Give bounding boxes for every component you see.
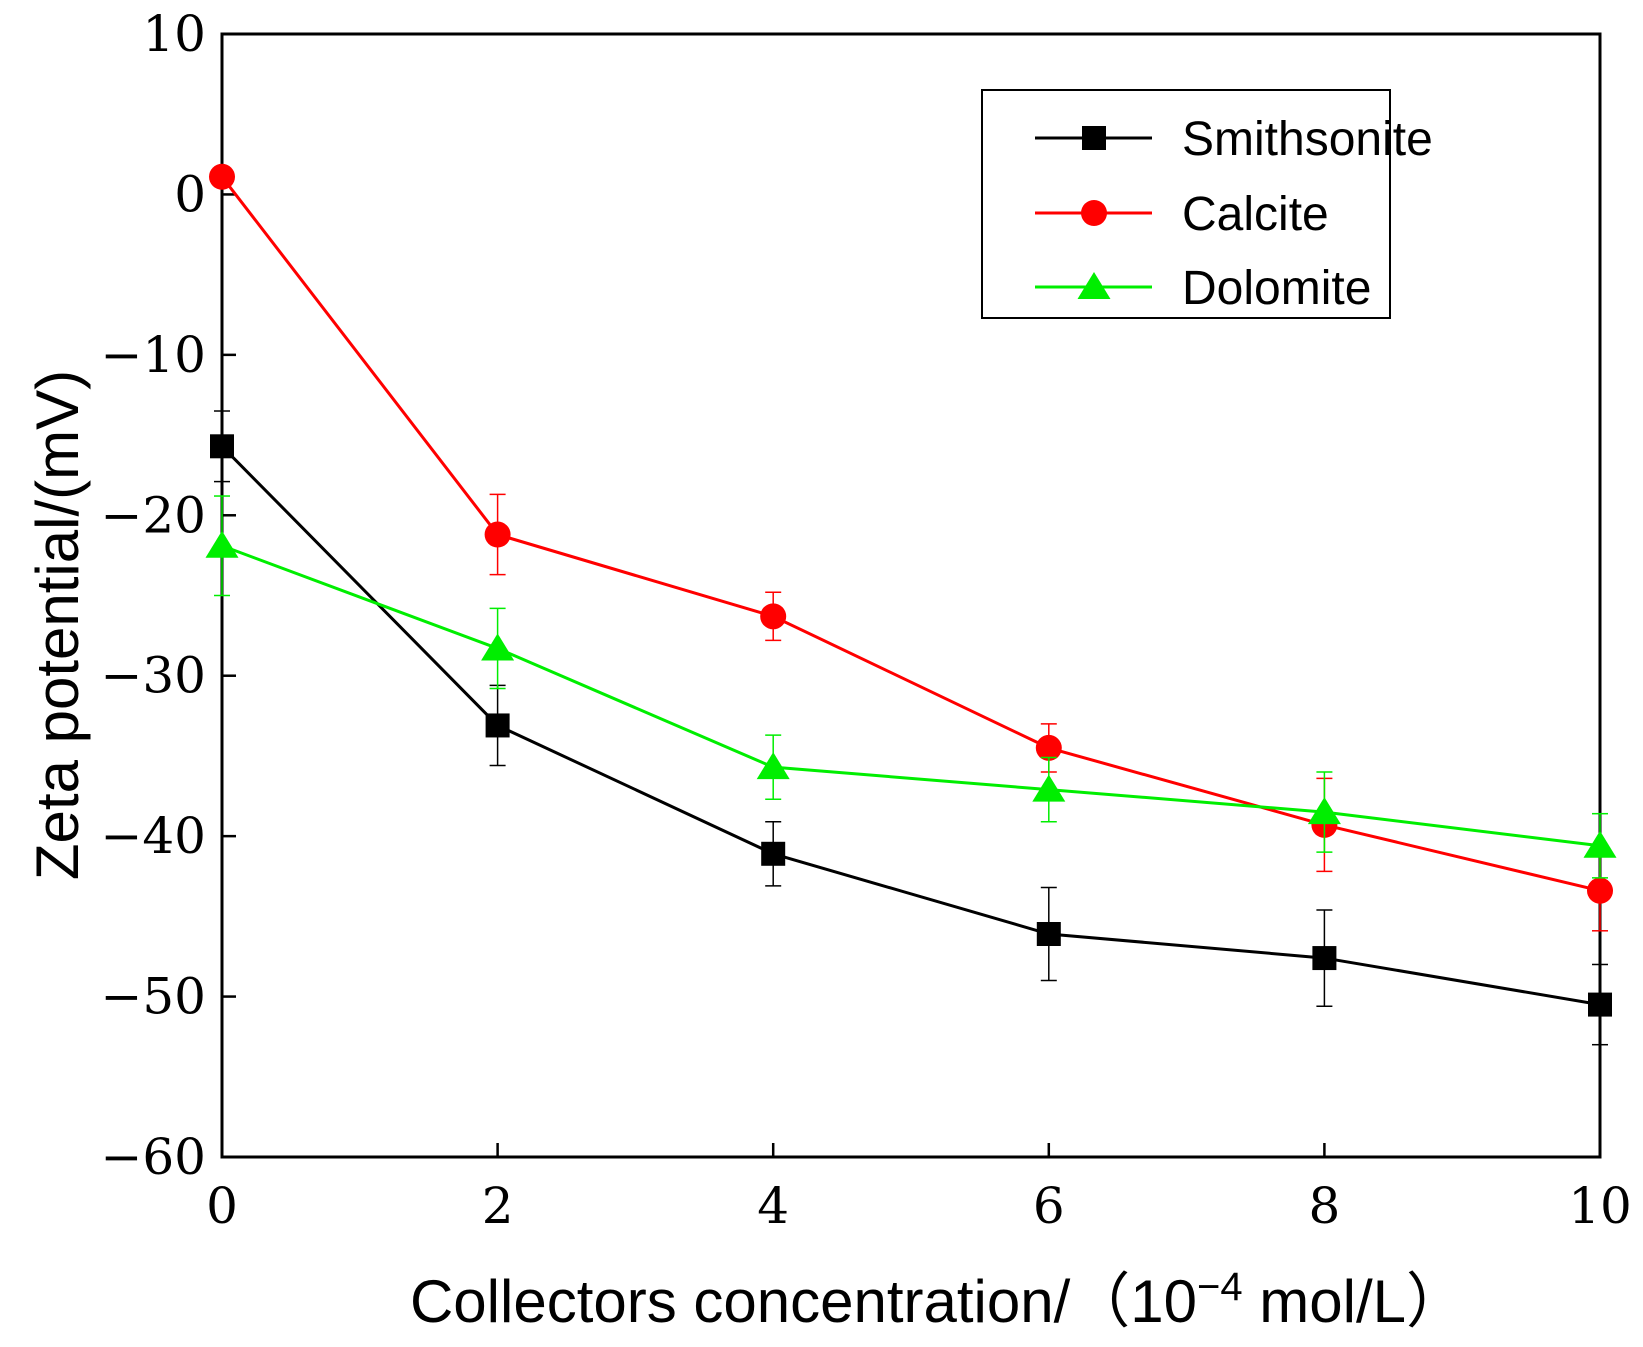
data-point-calcite (484, 521, 511, 548)
legend-marker-dolomite (1077, 272, 1111, 299)
legend-label-smithsonite: Smithsonite (1182, 113, 1433, 166)
legend-marker-smithsonite (1082, 126, 1106, 150)
y-tick-label: 10 (142, 5, 206, 63)
x-tick-label: 2 (482, 1177, 514, 1235)
legend: Smithsonite Calcite Dolomite (981, 89, 1433, 319)
data-point-calcite (1035, 734, 1062, 761)
legend-label-calcite: Calcite (1182, 188, 1329, 241)
data-point-dolomite (481, 633, 515, 661)
x-tick-label: 10 (1568, 1177, 1632, 1235)
data-point-calcite (1587, 877, 1613, 904)
legend-label-dolomite: Dolomite (1182, 262, 1371, 315)
x-tick-label: 0 (206, 1177, 238, 1235)
data-point-smithsonite (1588, 992, 1612, 1017)
y-tick-label: −30 (100, 647, 206, 705)
data-point-dolomite (756, 752, 790, 780)
series-smithsonite (210, 410, 1612, 1046)
y-tick-label: −50 (100, 968, 206, 1026)
series-line-dolomite (221, 544, 1601, 848)
data-point-calcite (760, 603, 787, 630)
data-point-dolomite (205, 530, 239, 558)
y-tick-label: −10 (100, 326, 206, 384)
data-point-dolomite (1307, 797, 1341, 825)
x-axis-title: Collectors concentration/（10−4 mol/L） (410, 1265, 1466, 1335)
series-line-calcite (220, 175, 1601, 893)
y-tick-label: −20 (100, 486, 206, 544)
y-tick-label: −60 (100, 1128, 206, 1186)
data-point-smithsonite (761, 841, 786, 866)
x-tick-label: 8 (1308, 1177, 1340, 1235)
data-point-smithsonite (485, 713, 510, 738)
data-point-dolomite (1583, 830, 1617, 858)
data-point-calcite (209, 163, 235, 190)
y-tick-label: 0 (174, 165, 206, 223)
data-point-smithsonite (210, 434, 234, 459)
series-line-smithsonite (220, 445, 1601, 1007)
data-point-dolomite (1032, 774, 1066, 802)
data-point-smithsonite (1312, 946, 1337, 971)
y-axis-title: Zeta potential/(mV) (24, 370, 91, 880)
legend-box (981, 89, 1391, 319)
data-point-smithsonite (1036, 922, 1061, 947)
x-tick-label: 4 (757, 1177, 789, 1235)
legend-marker-calcite (1081, 200, 1107, 226)
y-tick-label: −40 (100, 807, 206, 865)
series-dolomite (205, 495, 1617, 879)
x-tick-label: 6 (1033, 1177, 1065, 1235)
